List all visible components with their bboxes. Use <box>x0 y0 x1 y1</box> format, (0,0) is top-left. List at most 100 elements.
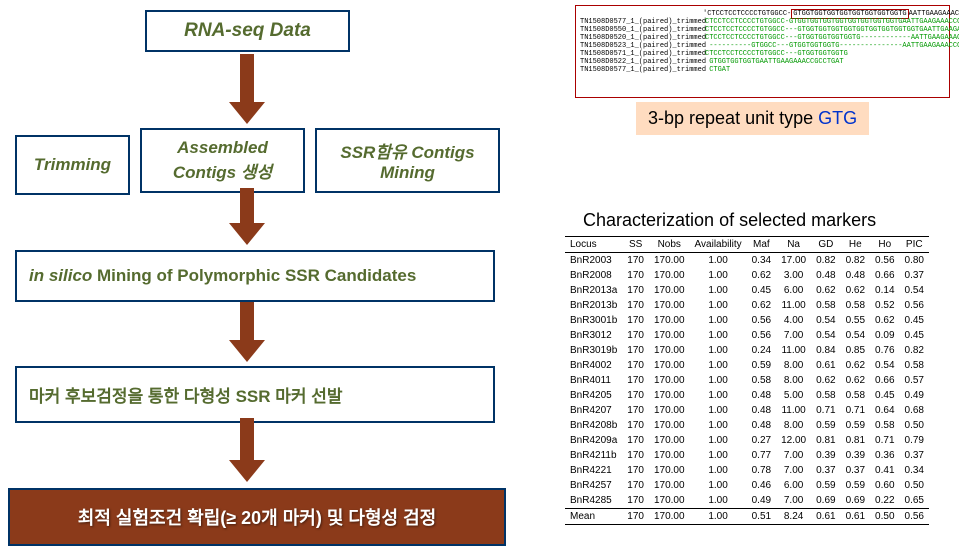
table-cell: 1.00 <box>690 253 747 269</box>
flow-box2b-line2: Contigs 생성 <box>173 163 272 182</box>
table-row: BnR4209a170170.001.000.2712.000.810.810.… <box>565 433 929 448</box>
table-cell: 6.00 <box>776 283 811 298</box>
table-row: BnR3001b170170.001.000.564.000.540.550.6… <box>565 313 929 328</box>
align-read-seq: CTCCTCCTCCCCTGTGGCC---GTGGTGGTGGTGGTG---… <box>705 34 959 42</box>
table-cell: 0.65 <box>900 493 929 509</box>
table-cell: 0.58 <box>811 388 840 403</box>
table-row: BnR2013b170170.001.000.6211.000.580.580.… <box>565 298 929 313</box>
table-cell: 0.82 <box>900 343 929 358</box>
repeat-label: 3-bp repeat unit type <box>648 108 818 128</box>
table-cell: 170.00 <box>649 313 690 328</box>
align-read-row: TN1508D0577_1_(paired)_trimmedCTCCTCCTCC… <box>580 18 945 26</box>
table-cell: 0.45 <box>870 388 899 403</box>
table-cell: 6.00 <box>776 478 811 493</box>
table-cell: 170 <box>622 418 649 433</box>
table-cell: 0.61 <box>811 358 840 373</box>
table-cell: 0.34 <box>900 463 929 478</box>
table-cell: 0.62 <box>811 283 840 298</box>
table-cell: 170 <box>622 509 649 525</box>
table-cell: 170.00 <box>649 478 690 493</box>
align-read-label: TN1508D0577_1_(paired)_trimmed <box>580 66 705 74</box>
table-cell: 0.46 <box>747 478 776 493</box>
table-header-cell: Availability <box>690 237 747 253</box>
align-ref-black: 'CTCCTCCTCCCCTGTGGCC- <box>703 10 791 18</box>
table-cell: 0.45 <box>900 313 929 328</box>
table-header-row: LocusSSNobsAvailabilityMafNaGDHeHoPIC <box>565 237 929 253</box>
flow-box-insilico: in silico Mining of Polymorphic SSR Cand… <box>15 250 495 302</box>
align-ref-tail: AATTGAAGAAACCGCCTGAT <box>909 10 959 18</box>
table-cell: 0.60 <box>870 478 899 493</box>
arrow-4-shaft <box>240 418 254 460</box>
align-read-label: TN1508D0550_1_(paired)_trimmed <box>580 26 705 34</box>
table-cell: 0.56 <box>900 509 929 525</box>
flow-box-rnaseq: RNA-seq Data <box>145 10 350 52</box>
table-cell: 170 <box>622 433 649 448</box>
table-cell: 1.00 <box>690 388 747 403</box>
table-cell: 0.62 <box>841 283 870 298</box>
table-cell: 170 <box>622 478 649 493</box>
align-read-row: TN1508D0550_1_(paired)_trimmedCTCCTCCTCC… <box>580 26 945 34</box>
table-cell: 0.59 <box>811 478 840 493</box>
table-cell: 170.00 <box>649 358 690 373</box>
table-cell: 0.54 <box>900 283 929 298</box>
table-cell: 170 <box>622 253 649 269</box>
align-read-label: TN1508D0523_1_(paired)_trimmed <box>580 42 705 50</box>
table-cell: 170 <box>622 403 649 418</box>
table-cell: 0.34 <box>747 253 776 269</box>
table-cell: 0.54 <box>841 328 870 343</box>
table-row: BnR4207170170.001.000.4811.000.710.710.6… <box>565 403 929 418</box>
align-ref-row: 'CTCCTCCTCCCCTGTGGCC-GTGGTGGTGGTGGTGGTGG… <box>580 10 945 18</box>
table-cell: 0.81 <box>811 433 840 448</box>
table-cell: 1.00 <box>690 358 747 373</box>
table-cell: 1.00 <box>690 433 747 448</box>
table-cell: 170 <box>622 448 649 463</box>
table-cell: 0.58 <box>841 388 870 403</box>
table-cell: 1.00 <box>690 478 747 493</box>
table-cell: Mean <box>565 509 622 525</box>
table-cell: 0.50 <box>900 418 929 433</box>
align-read-row: TN1508D0520_1_(paired)_trimmedCTCCTCCTCC… <box>580 34 945 42</box>
table-cell: 7.00 <box>776 493 811 509</box>
flow-box3-prefix: in silico <box>29 266 92 285</box>
flow-box-trimming: Trimming <box>15 135 130 195</box>
table-cell: 170 <box>622 283 649 298</box>
table-cell: 8.24 <box>776 509 811 525</box>
table-row: BnR4211b170170.001.000.777.000.390.390.3… <box>565 448 929 463</box>
table-cell: BnR4221 <box>565 463 622 478</box>
table-cell: 0.36 <box>870 448 899 463</box>
align-read-label: TN1508D0522_1_(paired)_trimmed <box>580 58 705 66</box>
table-cell: 1.00 <box>690 448 747 463</box>
table-cell: 0.62 <box>811 373 840 388</box>
table-cell: 7.00 <box>776 448 811 463</box>
table-cell: 0.79 <box>900 433 929 448</box>
table-cell: 11.00 <box>776 403 811 418</box>
table-cell: 170 <box>622 328 649 343</box>
table-cell: 0.54 <box>870 358 899 373</box>
table-cell: 0.69 <box>811 493 840 509</box>
align-read-seq: CTCCTCCTCCCCTGTGGCC---GTGGTGGTGGTGGTGGTG… <box>705 26 959 34</box>
table-cell: 1.00 <box>690 373 747 388</box>
align-reads-container: TN1508D0577_1_(paired)_trimmedCTCCTCCTCC… <box>580 18 945 74</box>
table-cell: 170 <box>622 388 649 403</box>
table-cell: BnR2008 <box>565 268 622 283</box>
table-cell: 0.39 <box>811 448 840 463</box>
table-header-cell: SS <box>622 237 649 253</box>
marker-table: LocusSSNobsAvailabilityMafNaGDHeHoPICBnR… <box>565 236 929 525</box>
table-cell: 1.00 <box>690 509 747 525</box>
table-cell: 0.48 <box>811 268 840 283</box>
align-read-seq: CTCCTCCTCCCCTGTGGCC---GTGGTGGTGGTG <box>705 50 848 58</box>
table-cell: 0.84 <box>811 343 840 358</box>
table-row: BnR2003170170.001.000.3417.000.820.820.5… <box>565 253 929 269</box>
table-cell: 0.62 <box>841 373 870 388</box>
table-cell: 0.62 <box>841 358 870 373</box>
table-cell: BnR4285 <box>565 493 622 509</box>
table-cell: 0.59 <box>841 478 870 493</box>
table-cell: BnR4011 <box>565 373 622 388</box>
table-header-cell: Locus <box>565 237 622 253</box>
table-cell: 170 <box>622 358 649 373</box>
arrow-4-head <box>229 460 265 482</box>
table-cell: 0.48 <box>841 268 870 283</box>
flow-box-assembled: Assembled Contigs 생성 <box>140 128 305 193</box>
table-cell: 0.48 <box>747 388 776 403</box>
table-cell: 0.71 <box>841 403 870 418</box>
